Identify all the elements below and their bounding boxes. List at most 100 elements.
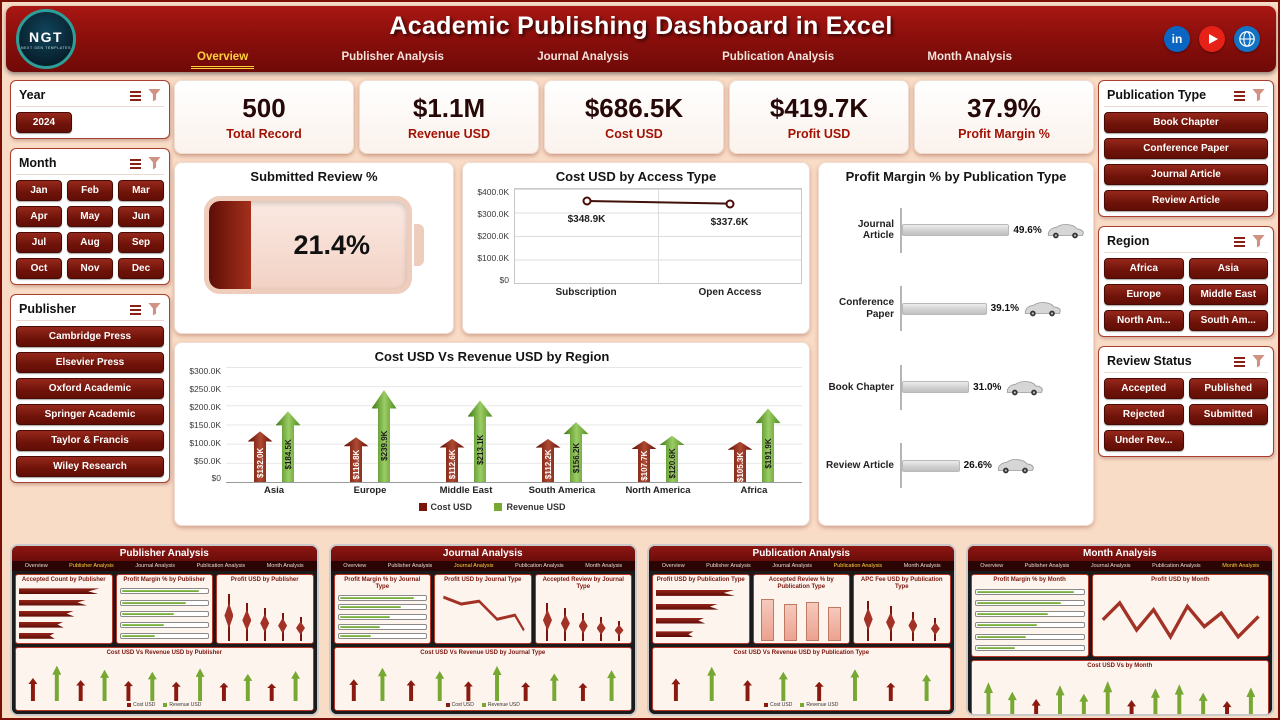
tab-publisher-analysis[interactable]: Publisher Analysis (341, 51, 444, 63)
preview-title: Journal Analysis (330, 546, 635, 561)
y-tick-200-0k: $200.0K (189, 401, 221, 412)
mini-chart-shape (119, 586, 209, 641)
preview-tab-publisher-analysis: Publisher Analysis (387, 563, 433, 569)
publisher-option-springer-academic[interactable]: Springer Academic (16, 404, 164, 425)
pm-row-book-chapter: Book Chapter 31.0% (826, 364, 1086, 410)
month-option-jan[interactable]: Jan (16, 180, 62, 201)
tab-publication-analysis[interactable]: Publication Analysis (722, 51, 835, 63)
car-icon (1007, 380, 1044, 396)
month-option-jul[interactable]: Jul (16, 232, 62, 253)
preview-publication-analysis[interactable]: Publication Analysis Overview Publisher A… (647, 544, 956, 716)
cost-vs-revenue-by-region-chart: Cost USD Vs Revenue USD by Region $300.0… (174, 342, 810, 526)
multiselect-icon[interactable] (128, 88, 143, 102)
multiselect-icon[interactable] (1232, 88, 1247, 102)
publisher-option-wiley-research[interactable]: Wiley Research (16, 456, 164, 477)
publication-type-option-journal-article[interactable]: Journal Article (1104, 164, 1268, 185)
mini-chart: Cost USD Vs Revenue USD by Publication T… (652, 647, 951, 711)
review-status-option-submitted[interactable]: Submitted (1188, 404, 1268, 425)
tab-month-analysis[interactable]: Month Analysis (927, 51, 1012, 63)
linkedin-icon[interactable]: in (1164, 26, 1190, 52)
clear-filter-icon[interactable] (148, 156, 161, 170)
main-content: 500 Total Record $1.1M Revenue USD $686.… (174, 80, 1094, 526)
publisher-option-cambridge-press[interactable]: Cambridge Press (16, 326, 164, 347)
review-status-options: Accepted Published Rejected Submitted Under … (1104, 378, 1268, 451)
kpi-row: 500 Total Record $1.1M Revenue USD $686.… (174, 80, 1094, 154)
right-slicer-panel: Publication Type Book Chapter Conference … (1098, 80, 1274, 457)
logo-text: NGT (28, 28, 64, 45)
header-bar: NGT NEXT GEN TEMPLATES Academic Publishi… (6, 6, 1276, 72)
preview-tab-publisher-analysis: Publisher Analysis (69, 563, 114, 569)
clear-filter-icon[interactable] (1252, 354, 1265, 368)
preview-nav: Overview Publisher Analysis Journal Analys… (330, 561, 635, 571)
preview-tab-journal-analysis: Journal Analysis (453, 563, 494, 569)
ngt-logo: NGT NEXT GEN TEMPLATES (16, 9, 76, 69)
month-option-aug[interactable]: Aug (67, 232, 113, 253)
clear-filter-icon[interactable] (1252, 234, 1265, 248)
x-axis-labels: Subscription Open Access (514, 287, 802, 298)
car-icon (1024, 302, 1061, 317)
publisher-option-oxford-academic[interactable]: Oxford Academic (16, 378, 164, 399)
publisher-option-taylor-francis[interactable]: Taylor & Francis (16, 430, 164, 451)
multiselect-icon[interactable] (1232, 234, 1247, 248)
mini-chart: Profit USD by Month (1091, 574, 1269, 657)
revenue-bar: $191.9K (755, 408, 781, 482)
multiselect-icon[interactable] (128, 302, 143, 316)
review-status-option-published[interactable]: Published (1188, 378, 1268, 399)
mini-chart: Cost USD Vs Revenue USD by Publisher Cos… (15, 647, 314, 711)
battery-gauge: 21.4% (182, 196, 446, 294)
multiselect-icon[interactable] (128, 156, 143, 170)
kpi-profit: $419.7K Profit USD (729, 80, 909, 154)
publication-type-option-book-chapter[interactable]: Book Chapter (1104, 112, 1268, 133)
review-status-option-accepted[interactable]: Accepted (1104, 378, 1184, 399)
revenue-bar: $239.9K (371, 390, 397, 482)
region-option-south-am[interactable]: South Am... (1188, 310, 1268, 331)
month-option-may[interactable]: May (67, 206, 113, 227)
region-options: Africa Asia Europe Middle East North Am... So… (1104, 258, 1268, 331)
clear-filter-icon[interactable] (148, 302, 161, 316)
region-option-africa[interactable]: Africa (1104, 258, 1184, 279)
y-tick-100-0k: $100.0K (189, 437, 221, 448)
youtube-icon[interactable] (1199, 26, 1225, 52)
kpi-value: $419.7K (769, 93, 869, 123)
line-series (515, 189, 801, 283)
preview-tab-month-analysis: Month Analysis (1222, 563, 1260, 569)
month-slicer: Month Jan Feb Mar Apr May Jun Jul Aug Sep Oct Nov D… (10, 148, 170, 285)
review-status-option-rejected[interactable]: Rejected (1104, 404, 1184, 425)
month-option-nov[interactable]: Nov (67, 258, 113, 279)
publication-type-option-conference-paper[interactable]: Conference Paper (1104, 138, 1268, 159)
region-group-south-america: $112.2K $156.2K (535, 367, 589, 482)
region-option-europe[interactable]: Europe (1104, 284, 1184, 305)
month-option-sep[interactable]: Sep (118, 232, 164, 253)
preview-journal-analysis[interactable]: Journal Analysis Overview Publisher Analy… (328, 544, 637, 716)
region-option-asia[interactable]: Asia (1188, 258, 1268, 279)
pm-bar (902, 459, 960, 472)
preview-month-analysis[interactable]: Month Analysis Overview Publisher Analysi… (965, 544, 1274, 716)
mini-chart-shape (338, 659, 629, 701)
month-option-mar[interactable]: Mar (118, 180, 164, 201)
review-status-option-under-rev[interactable]: Under Rev... (1104, 430, 1184, 451)
month-option-feb[interactable]: Feb (67, 180, 113, 201)
tab-journal-analysis[interactable]: Journal Analysis (537, 51, 629, 63)
publisher-option-elsevier-press[interactable]: Elsevier Press (16, 352, 164, 373)
kpi-cost: $686.5K Cost USD (544, 80, 724, 154)
multiselect-icon[interactable] (1232, 354, 1247, 368)
publisher-slicer: Publisher Cambridge Press Elsevier Press O… (10, 294, 170, 483)
month-option-dec[interactable]: Dec (118, 258, 164, 279)
clear-filter-icon[interactable] (1252, 88, 1265, 102)
region-option-middle-east[interactable]: Middle East (1188, 284, 1268, 305)
region-option-north-am[interactable]: North Am... (1104, 310, 1184, 331)
x-label-asia: Asia (263, 485, 285, 496)
slicer-title-year: Year (19, 88, 46, 102)
tab-overview[interactable]: Overview (191, 49, 255, 69)
year-option-2024[interactable]: 2024 (16, 112, 72, 133)
clear-filter-icon[interactable] (148, 88, 161, 102)
preview-nav: Overview Publisher Analysis Journal Analys… (649, 561, 954, 571)
website-globe-icon[interactable] (1234, 26, 1260, 52)
kpi-total-record: 500 Total Record (174, 80, 354, 154)
month-option-jun[interactable]: Jun (118, 206, 164, 227)
month-option-oct[interactable]: Oct (16, 258, 62, 279)
preview-publisher-analysis[interactable]: Publisher Analysis Overview Publisher Ana… (10, 544, 319, 716)
publication-type-option-review-article[interactable]: Review Article (1104, 190, 1268, 211)
month-option-apr[interactable]: Apr (16, 206, 62, 227)
kpi-label: Profit USD (787, 127, 851, 141)
